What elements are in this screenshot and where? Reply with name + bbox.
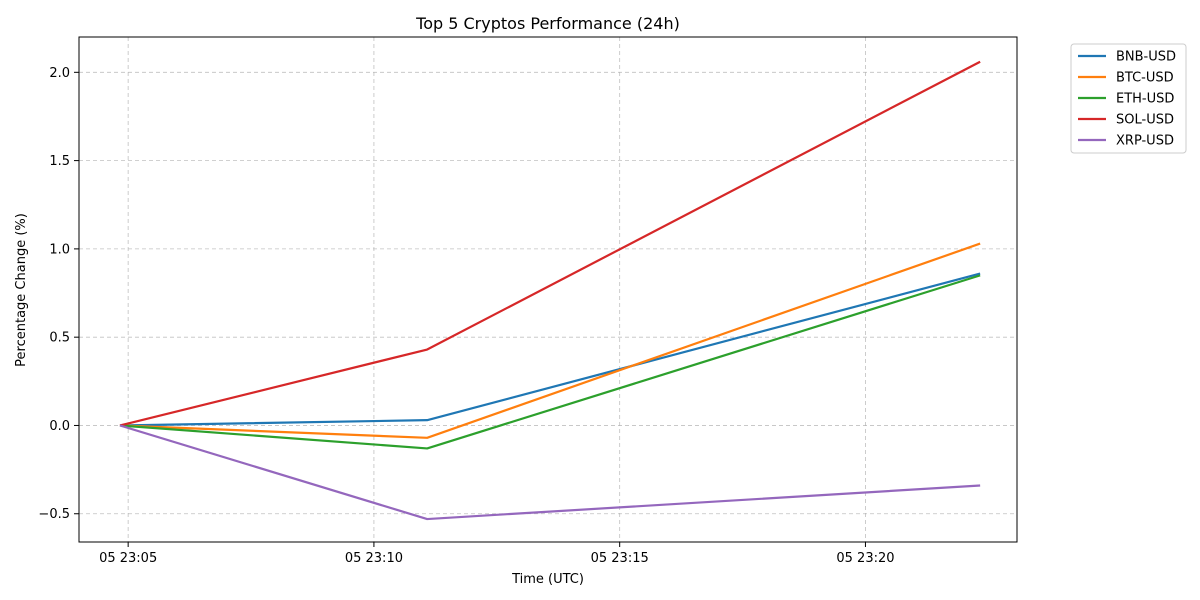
y-tick-label: 1.0 (49, 242, 70, 257)
legend-label-bnb-usd: BNB-USD (1116, 50, 1176, 65)
legend-label-sol-usd: SOL-USD (1116, 113, 1174, 128)
x-tick-label: 05 23:10 (345, 551, 403, 566)
series-line-sol-usd (119, 60, 981, 427)
chart-title: Top 5 Cryptos Performance (24h) (415, 14, 680, 33)
legend-label-btc-usd: BTC-USD (1116, 71, 1174, 86)
x-tick-label: 05 23:20 (836, 551, 894, 566)
legend-frame (1070, 43, 1187, 154)
y-tick-label: 0.5 (49, 331, 70, 346)
y-tick-label: 2.0 (49, 66, 70, 81)
legend-label-eth-usd: ETH-USD (1116, 92, 1174, 107)
x-axis-ticks: 05 23:05 05 23:10 05 23:15 05 23:20 (99, 542, 895, 566)
plot-area-frame (78, 36, 1018, 543)
y-tick-label: −0.5 (38, 507, 70, 522)
series-line-xrp-usd (119, 424, 981, 521)
grid (79, 37, 1017, 542)
x-axis-label: Time (UTC) (511, 572, 584, 587)
legend-items: BNB-USD BTC-USD ETH-USD SOL-USD XRP-USD (1078, 50, 1176, 149)
y-tick-label: 1.5 (49, 154, 70, 169)
series-line-eth-usd (119, 274, 981, 450)
y-axis-label: Percentage Change (%) (14, 213, 29, 367)
legend: BNB-USD BTC-USD ETH-USD SOL-USD XRP-USD (1070, 43, 1187, 154)
series-line-bnb-usd (119, 272, 981, 427)
legend-label-xrp-usd: XRP-USD (1116, 134, 1174, 149)
series-lines (119, 60, 981, 521)
y-tick-label: 0.0 (49, 419, 70, 434)
series-line-btc-usd (119, 242, 981, 439)
x-tick-label: 05 23:15 (591, 551, 649, 566)
y-axis-ticks: −0.5 0.0 0.5 1.0 1.5 2.0 (38, 66, 79, 522)
x-tick-label: 05 23:05 (99, 551, 157, 566)
